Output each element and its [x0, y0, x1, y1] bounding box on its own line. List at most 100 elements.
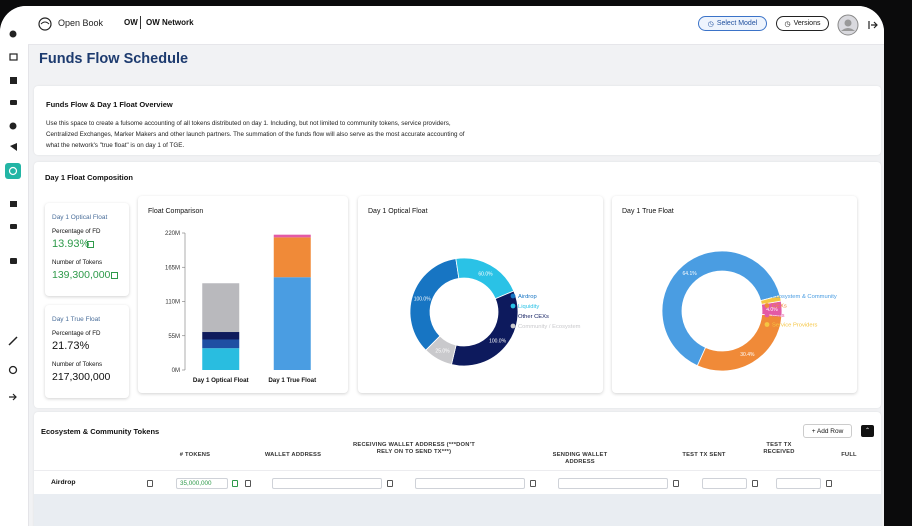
x-tick-label: Day 1 Optical Float: [193, 377, 249, 384]
bar-segment: [273, 234, 311, 238]
pie-slice: [409, 258, 460, 351]
legend-label: Community / Ecosystem: [518, 324, 581, 330]
next-row: [34, 494, 881, 526]
card-title: Day 1 Float Composition: [45, 173, 133, 182]
row-label: Airdrop: [51, 479, 76, 486]
page: Open Book OW OW Network ◷ Select Model ◷ V…: [0, 6, 884, 526]
copy-icon: [673, 480, 679, 487]
page-title: Funds Flow Schedule: [39, 51, 189, 67]
chart-title: Day 1 Optical Float: [368, 208, 428, 215]
copy-icon: [245, 480, 251, 487]
pie-slice: [696, 313, 783, 372]
slice-label: 64.1%: [683, 271, 698, 277]
card-title: Funds Flow & Day 1 Float Overview: [46, 100, 173, 109]
stat-card: Day 1 True Float Percentage of FD 21.73% Nu…: [45, 305, 129, 398]
y-tick-label: 110M: [165, 300, 180, 306]
legend-swatch: [510, 293, 516, 299]
column-header: WALLET ADDRESS: [264, 452, 322, 458]
copy-icon: [826, 480, 832, 487]
bar-segment: [202, 348, 240, 370]
legend-swatch: [510, 323, 516, 329]
text-input: [558, 478, 668, 489]
column-header: FULL: [841, 452, 857, 458]
token-input: 35,000,000: [176, 478, 228, 489]
legend-swatch: [764, 293, 770, 299]
stat-title: Day 1 Optical Float: [52, 214, 108, 221]
brand: Open Book: [58, 18, 104, 28]
legend-swatch: [510, 313, 516, 319]
stat-value: 217,300,000: [52, 371, 111, 383]
logo: [38, 17, 52, 31]
legend-label: Service Providers: [772, 323, 818, 329]
org: OW: [124, 18, 138, 27]
pie-slice: [760, 294, 782, 305]
pie-chart-card: Day 1 Optical Float 100.0% 60.0% 100.0% 25.0…: [358, 196, 603, 393]
token-value: 35,000,000: [180, 480, 212, 487]
legend-swatch: [764, 312, 770, 318]
select-model-button[interactable]: ◷ Select Model: [698, 16, 767, 31]
copy-icon: [530, 480, 536, 487]
edit-icon: [87, 241, 94, 248]
column-header: TEST TX RECEIVED: [763, 442, 795, 455]
avatar[interactable]: [837, 14, 859, 36]
copy-icon: [387, 480, 393, 487]
table-card: Ecosystem & Community Tokens + Add Row ⌃…: [34, 412, 881, 526]
copy-icon: [752, 480, 758, 487]
bar-segment: [273, 277, 311, 370]
stat-label: Percentage of FD: [52, 228, 101, 235]
copy-icon: [147, 480, 153, 487]
text-input: [272, 478, 382, 489]
stat-title: Day 1 True Float: [52, 316, 101, 323]
slice-label: 60.0%: [478, 272, 493, 278]
slice-label: 25.0%: [435, 348, 450, 354]
pie-chart-card: Day 1 True Float 64.1% 30.4% 4.0% Ecosystem …: [612, 196, 857, 393]
bar-segment: [202, 339, 240, 349]
chart-title: Day 1 True Float: [622, 208, 674, 215]
pie-slice: [425, 335, 457, 366]
overview-card: Funds Flow & Day 1 Float Overview Use th…: [34, 86, 881, 155]
stat-value: 13.93%: [52, 238, 90, 250]
legend-label: MMs: [772, 313, 785, 319]
column-header: TEST TX SENT: [682, 452, 726, 458]
pie-chart: Day 1 Optical Float 100.0% 60.0% 100.0% 25.0…: [368, 208, 581, 367]
top-bar: Open Book OW OW Network ◷ Select Model ◷ V…: [28, 6, 884, 45]
overview-text: Use this space to create a fulsome accou…: [46, 120, 465, 149]
copy-icon: [232, 480, 238, 487]
pie-chart: Day 1 True Float 64.1% 30.4% 4.0% Ecosystem …: [622, 208, 837, 372]
y-tick-label: 165M: [165, 265, 180, 271]
versions-button[interactable]: ◷ Versions: [776, 16, 829, 31]
edit-icon: [111, 272, 118, 279]
divider: [140, 16, 141, 29]
stat-label: Number of Tokens: [52, 259, 103, 266]
button-label: + Add Row: [811, 427, 844, 435]
pie-slice: [455, 257, 515, 300]
collapse-button[interactable]: ⌃: [861, 425, 874, 437]
table-title: Ecosystem & Community Tokens: [41, 427, 160, 436]
bar-chart-card: Float Comparison 0M 55M 110M 165M 220M Day 1 O…: [138, 196, 348, 393]
stat-value: 21.73%: [52, 340, 90, 352]
y-tick-label: 55M: [168, 334, 180, 340]
bar-segment: [202, 332, 240, 340]
screen: Open Book OW OW Network ◷ Select Model ◷ V…: [0, 6, 884, 526]
button-label: Versions: [793, 20, 821, 27]
row-divider: [34, 470, 881, 471]
add-row-button[interactable]: + Add Row: [803, 424, 852, 438]
x-tick-label: Day 1 True Float: [268, 377, 316, 384]
column-header: # TOKENS: [179, 452, 211, 458]
y-tick-label: 0M: [172, 368, 180, 374]
pie-slice: [661, 250, 781, 367]
logout-icon[interactable]: [867, 19, 879, 31]
sidebar-icons: [5, 30, 21, 401]
bar-chart: Float Comparison 0M 55M 110M 165M 220M Day 1 O…: [148, 208, 316, 384]
network: OW Network: [146, 18, 194, 27]
slice-label: 4.0%: [766, 307, 778, 313]
text-input: [702, 478, 747, 489]
slice-label: 100.0%: [414, 296, 432, 302]
column-header: SENDING WALLET ADDRESS: [552, 452, 608, 465]
button-label: Select Model: [716, 20, 758, 27]
text-input: [776, 478, 821, 489]
stat-label: Number of Tokens: [52, 361, 103, 368]
bar-segment: [202, 283, 240, 333]
slice-label: 30.4%: [740, 352, 755, 358]
stat-label: Percentage of FD: [52, 330, 101, 337]
